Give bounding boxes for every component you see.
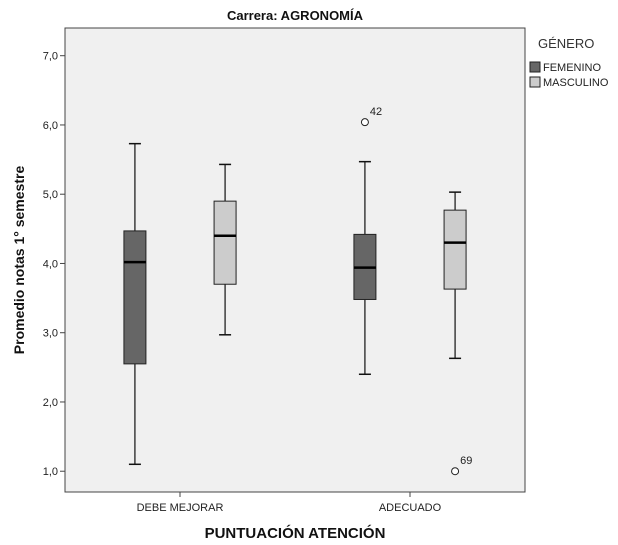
legend-label-femenino: FEMENINO — [543, 62, 602, 74]
y-tick-label: 1,0 — [43, 466, 58, 478]
box — [123, 230, 147, 365]
legend: GÉNERO FEMENINO MASCULINO — [529, 36, 609, 89]
legend-swatch-masculino — [529, 76, 541, 88]
y-tick-label: 4,0 — [43, 258, 58, 270]
outlier-label: 69 — [460, 455, 472, 467]
legend-title: GÉNERO — [538, 36, 594, 51]
outlier-point — [360, 118, 369, 127]
box — [443, 209, 467, 290]
x-category-label: ADECUADO — [379, 502, 442, 514]
y-tick-label: 5,0 — [43, 189, 58, 201]
boxes-group: 42 69 — [123, 106, 472, 476]
box — [213, 200, 237, 285]
chart-title: Carrera: AGRONOMÍA — [227, 8, 364, 23]
x-category-label: DEBE MEJORAR — [137, 502, 224, 514]
legend-label-masculino: MASCULINO — [543, 77, 609, 89]
x-axis: DEBE MEJORAR ADECUADO — [137, 492, 442, 514]
y-tick-label: 3,0 — [43, 328, 58, 340]
y-axis-title: Promedio notas 1° semestre — [11, 166, 27, 355]
y-axis: 1,0 2,0 3,0 4,0 5,0 6,0 7,0 — [43, 51, 65, 478]
y-tick-label: 6,0 — [43, 120, 58, 132]
outlier-point — [451, 467, 460, 476]
x-axis-title: PUNTUACIÓN ATENCIÓN — [205, 524, 386, 542]
y-tick-label: 2,0 — [43, 397, 58, 409]
y-tick-label: 7,0 — [43, 51, 58, 63]
outlier-label: 42 — [370, 106, 382, 118]
legend-swatch-femenino — [529, 61, 541, 73]
